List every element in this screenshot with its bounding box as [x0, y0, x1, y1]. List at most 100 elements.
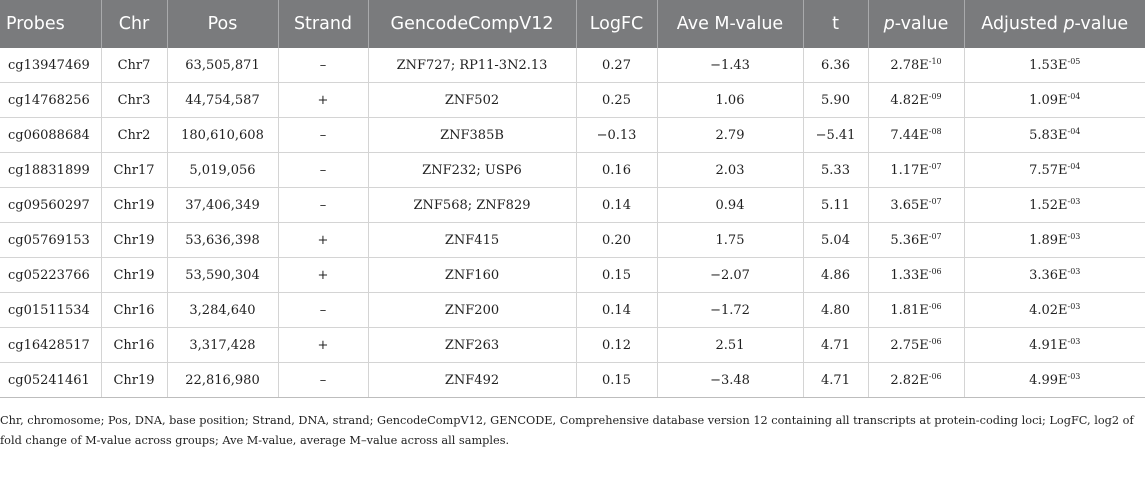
ave-m-value-cell: −1.43: [657, 48, 804, 83]
header-row: Probes Chr Pos Strand GencodeCompV12 Log…: [0, 0, 1145, 48]
strand-cell: –: [278, 187, 369, 223]
header-adjusted-p-value: Adjusted p-value: [964, 0, 1145, 48]
header-adjusted-p-italic: p: [1063, 14, 1075, 34]
p-value-cell-base: 2.78E: [890, 57, 929, 73]
t-cell: 4.71: [803, 362, 869, 398]
adjusted-p-value-cell: 4.02E-03: [964, 292, 1145, 328]
probe-cell: cg01511534: [0, 292, 102, 328]
t-cell: 4.71: [803, 327, 869, 363]
logfc-cell: 0.14: [576, 292, 658, 328]
adjusted-p-value-cell: 4.99E-03: [964, 362, 1145, 398]
table-row: cg05769153 Chr19 53,636,398 + ZNF415 0.20 1.75…: [0, 222, 1145, 258]
probe-cell: cg14768256: [0, 82, 102, 118]
adjusted-p-value-cell-exponent: -03: [1067, 266, 1081, 276]
table-row: cg18831899 Chr17 5,019,056– ZNF232; USP6 0.1…: [0, 152, 1145, 188]
adjusted-p-value-cell-base: 4.99E: [1029, 372, 1068, 388]
p-value-cell: 5.36E-07: [868, 222, 965, 258]
pos-cell: 3,317,428: [167, 327, 279, 363]
logfc-cell: 0.16: [576, 152, 658, 188]
adjusted-p-value-cell-base: 3.36E: [1029, 267, 1068, 283]
adjusted-p-value-cell-base: 4.91E: [1029, 337, 1068, 353]
adjusted-p-value-cell-base: 1.09E: [1029, 92, 1068, 108]
logfc-cell: 0.27: [576, 48, 658, 83]
ave-m-value-cell: 2.51: [657, 327, 804, 363]
probe-cell: cg06088684: [0, 117, 102, 153]
p-value-cell-exponent: -08: [928, 126, 942, 136]
strand-cell: –: [278, 117, 369, 153]
p-value-cell-base: 7.44E: [890, 127, 929, 143]
strand-cell: –: [278, 48, 369, 83]
strand-cell: –: [278, 292, 369, 328]
header-adjusted-prefix: Adjusted: [981, 14, 1064, 34]
table-row: cg06088684 Chr2 180,610,608– ZNF385B −0.13 2.…: [0, 117, 1145, 153]
header-pos: Pos: [167, 0, 279, 48]
chr-cell: Chr7: [101, 48, 168, 83]
p-value-cell-base: 2.75E: [890, 337, 929, 353]
gene-cell: ZNF385B: [368, 117, 577, 153]
strand-cell: +: [278, 327, 369, 363]
table-row: cg01511534 Chr16 3,284,640– ZNF200 0.14 −1.72…: [0, 292, 1145, 328]
gene-cell: ZNF415: [368, 222, 577, 258]
header-p-suffix: -value: [894, 14, 949, 34]
probe-cell: cg13947469: [0, 48, 102, 83]
p-value-cell: 1.33E-06: [868, 257, 965, 293]
adjusted-p-value-cell-base: 1.53E: [1029, 57, 1068, 73]
probe-cell: cg05241461: [0, 362, 102, 398]
p-value-cell-exponent: -07: [928, 231, 942, 241]
logfc-cell: 0.25: [576, 82, 658, 118]
logfc-cell: 0.14: [576, 187, 658, 223]
p-value-cell: 3.65E-07: [868, 187, 965, 223]
strand-cell: –: [278, 152, 369, 188]
adjusted-p-value-cell-exponent: -04: [1067, 161, 1081, 171]
p-value-cell-base: 1.81E: [890, 302, 929, 318]
p-value-cell-base: 1.33E: [890, 267, 929, 283]
table-row: cg09560297 Chr19 37,406,349– ZNF568; ZNF829…: [0, 187, 1145, 223]
p-value-cell-base: 2.82E: [890, 372, 929, 388]
t-cell: 6.36: [803, 48, 869, 83]
table-row: cg13947469 Chr7 63,505,871– ZNF727; RP11-3N…: [0, 48, 1145, 83]
gene-cell: ZNF568; ZNF829: [368, 187, 577, 223]
probe-cell: cg09560297: [0, 187, 102, 223]
table-row: cg14768256 Chr3 44,754,587 + ZNF502 0.25 1.06 5…: [0, 82, 1145, 118]
chr-cell: Chr16: [101, 327, 168, 363]
p-value-cell-exponent: -09: [928, 91, 942, 101]
ave-m-value-cell: −1.72: [657, 292, 804, 328]
p-value-cell-exponent: -10: [928, 56, 942, 66]
t-cell: 4.86: [803, 257, 869, 293]
adjusted-p-value-cell: 1.09E-04: [964, 82, 1145, 118]
table-footnote: Chr, chromosome; Pos, DNA, base position…: [0, 414, 1134, 447]
t-cell: 5.33: [803, 152, 869, 188]
adjusted-p-value-cell-base: 5.83E: [1029, 127, 1068, 143]
chr-cell: Chr17: [101, 152, 168, 188]
header-probes: Probes: [0, 0, 102, 48]
p-value-cell: 1.17E-07: [868, 152, 965, 188]
logfc-cell: 0.20: [576, 222, 658, 258]
p-value-cell-exponent: -06: [928, 301, 942, 311]
header-strand: Strand: [278, 0, 369, 48]
header-t: t: [803, 0, 869, 48]
chr-cell: Chr19: [101, 222, 168, 258]
p-value-cell-base: 3.65E: [890, 197, 929, 213]
gene-cell: ZNF200: [368, 292, 577, 328]
p-value-cell-exponent: -07: [928, 161, 942, 171]
adjusted-p-value-cell: 7.57E-04: [964, 152, 1145, 188]
t-cell: 4.80: [803, 292, 869, 328]
ave-m-value-cell: 0.94: [657, 187, 804, 223]
header-chr: Chr: [101, 0, 168, 48]
pos-cell: 3,284,640: [167, 292, 279, 328]
gene-cell: ZNF492: [368, 362, 577, 398]
logfc-cell: 0.12: [576, 327, 658, 363]
header-gencode: GencodeCompV12: [368, 0, 577, 48]
adjusted-p-value-cell-exponent: -03: [1067, 336, 1081, 346]
t-cell: 5.04: [803, 222, 869, 258]
strand-cell: –: [278, 362, 369, 398]
probe-cell: cg05223766: [0, 257, 102, 293]
ave-m-value-cell: −3.48: [657, 362, 804, 398]
adjusted-p-value-cell-base: 1.52E: [1029, 197, 1068, 213]
probe-cell: cg18831899: [0, 152, 102, 188]
adjusted-p-value-cell: 1.52E-03: [964, 187, 1145, 223]
gene-cell: ZNF263: [368, 327, 577, 363]
pos-cell: 44,754,587: [167, 82, 279, 118]
pos-cell: 37,406,349: [167, 187, 279, 223]
